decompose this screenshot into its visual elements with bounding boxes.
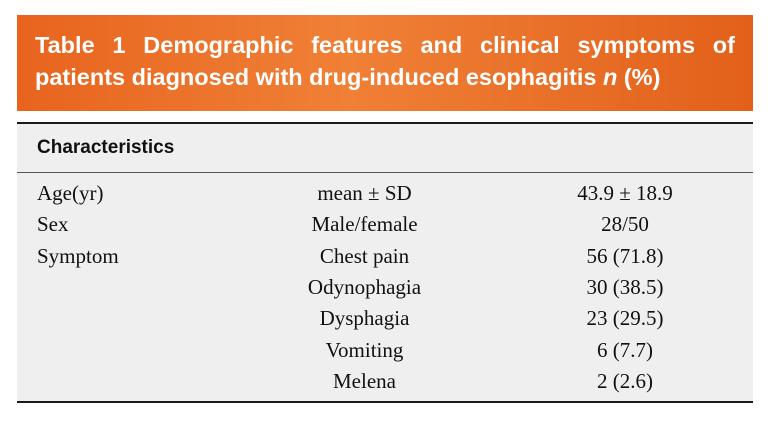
row-value: 30 (38.5) [586, 275, 664, 300]
header-characteristics: Characteristics [37, 137, 175, 158]
table-header-row: Characteristics [17, 124, 753, 172]
data-table: Characteristics Age(yr) mean ± SD 43.9 ±… [17, 122, 753, 404]
row-value: 56 (71.8) [586, 243, 664, 268]
row-characteristic: Age(yr) [37, 181, 104, 206]
table-header-rule [17, 172, 753, 173]
row-category: mean ± SD [317, 181, 412, 206]
table-title-banner: Table 1 Demographic features and clinica… [17, 15, 753, 111]
table-row: Sex Male/female 28/50 [17, 209, 753, 240]
table-title-percent: (%) [623, 64, 661, 90]
table-title-n-symbol: n [602, 64, 618, 90]
table-title-line-2: patients diagnosed with drug-induced eso… [35, 61, 735, 93]
table-top-rule [17, 122, 753, 124]
row-value: 2 (2.6) [597, 368, 653, 393]
row-category: Melena [333, 368, 396, 393]
table-row: Odynophagia 30 (38.5) [17, 272, 753, 303]
row-characteristic: Symptom [37, 243, 119, 268]
row-value: 43.9 ± 18.9 [577, 181, 673, 206]
table-row: Dysphagia 23 (29.5) [17, 303, 753, 334]
row-category: Male/female [311, 212, 418, 237]
table-bottom-rule [17, 401, 753, 404]
row-category: Dysphagia [319, 306, 410, 331]
row-value: 6 (7.7) [597, 337, 653, 362]
table-row: Symptom Chest pain 56 (71.8) [17, 241, 753, 272]
row-category: Chest pain [319, 243, 410, 268]
table-row: Melena 2 (2.6) [17, 366, 753, 397]
row-value: 28/50 [601, 212, 649, 237]
row-category: Vomiting [325, 337, 404, 362]
row-value: 23 (29.5) [586, 306, 664, 331]
table-title-line-2-text: patients diagnosed with drug-induced eso… [35, 64, 597, 90]
table-title-line-1: Table 1 Demographic features and clinica… [35, 32, 735, 58]
table-row: Vomiting 6 (7.7) [17, 334, 753, 365]
table-body: Age(yr) mean ± SD 43.9 ± 18.9 Sex Male/f… [17, 173, 753, 402]
row-characteristic: Sex [37, 212, 69, 237]
table-row: Age(yr) mean ± SD 43.9 ± 18.9 [17, 178, 753, 209]
row-category: Odynophagia [307, 275, 422, 300]
